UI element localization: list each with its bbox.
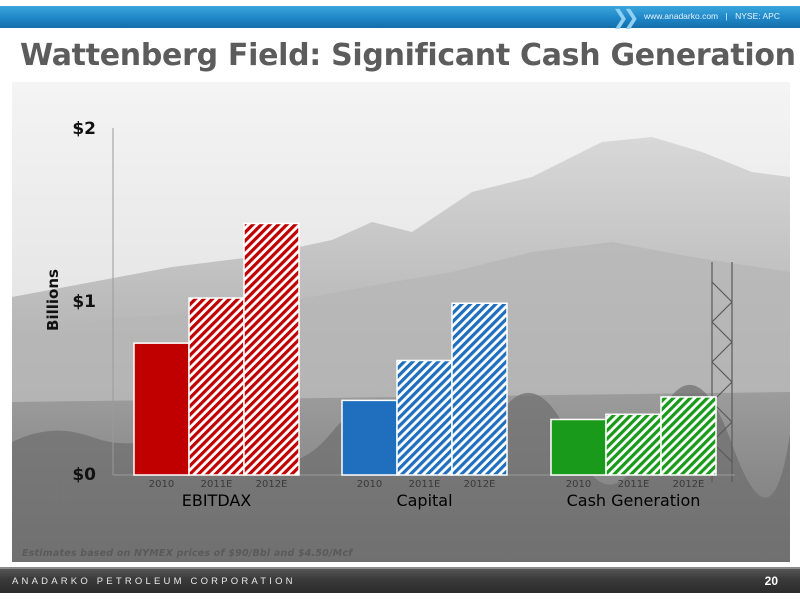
header-links: www.anadarko.com | NYSE: APC bbox=[644, 11, 780, 21]
year-label-cash-generation-2011e: 2011E bbox=[618, 479, 650, 490]
double-chevron-icon: ❯❯ bbox=[612, 5, 639, 29]
header-separator: | bbox=[725, 11, 728, 21]
website-link[interactable]: www.anadarko.com bbox=[643, 11, 719, 21]
bar-cash-generation-2012e bbox=[660, 396, 717, 476]
y-tick-label-1: $1 bbox=[72, 292, 96, 312]
year-label-ebitdax-2010: 2010 bbox=[149, 479, 174, 490]
year-label-ebitdax-2012e: 2012E bbox=[256, 479, 288, 490]
footer-band: ANADARKO PETROLEUM CORPORATION 20 bbox=[0, 567, 800, 593]
header-band: ❯❯ www.anadarko.com | NYSE: APC bbox=[0, 6, 800, 28]
page-number: 20 bbox=[764, 574, 778, 588]
bar-ebitdax-2012e bbox=[243, 222, 300, 476]
group-label-ebitdax: EBITDAX bbox=[182, 491, 252, 510]
bars-layer: 2010 2011E 2012E EBITDAX 2010 2011E 2012E Capit… bbox=[133, 222, 717, 510]
year-label-cash-generation-2012e: 2012E bbox=[673, 479, 705, 490]
year-label-ebitdax-2011e: 2011E bbox=[201, 479, 233, 490]
footnote: Estimates based on NYMEX prices of $90/B… bbox=[22, 548, 353, 559]
bar-capital-2010 bbox=[341, 399, 398, 476]
y-tick-label-2: $2 bbox=[72, 119, 96, 139]
ticker-label: NYSE: APC bbox=[735, 11, 780, 21]
year-label-capital-2010: 2010 bbox=[357, 479, 382, 490]
y-tick-label-0: $0 bbox=[72, 465, 96, 485]
y-axis-title: Billions bbox=[44, 269, 62, 331]
year-label-cash-generation-2010: 2010 bbox=[566, 479, 591, 490]
bar-ebitdax-2011e bbox=[188, 297, 245, 476]
bar-capital-2012e bbox=[451, 302, 508, 476]
year-label-capital-2011e: 2011E bbox=[409, 479, 441, 490]
bar-cash-generation-2011e bbox=[605, 413, 662, 476]
bar-cash-generation-2010 bbox=[550, 418, 607, 476]
slide-title: Wattenberg Field: Significant Cash Gener… bbox=[20, 38, 796, 73]
group-label-cash-generation: Cash Generation bbox=[567, 491, 701, 510]
bar-capital-2011e bbox=[396, 359, 453, 476]
group-label-capital: Capital bbox=[396, 491, 452, 510]
year-label-capital-2012e: 2012E bbox=[464, 479, 496, 490]
bar-ebitdax-2010 bbox=[133, 342, 190, 476]
company-name: ANADARKO PETROLEUM CORPORATION bbox=[12, 576, 296, 587]
